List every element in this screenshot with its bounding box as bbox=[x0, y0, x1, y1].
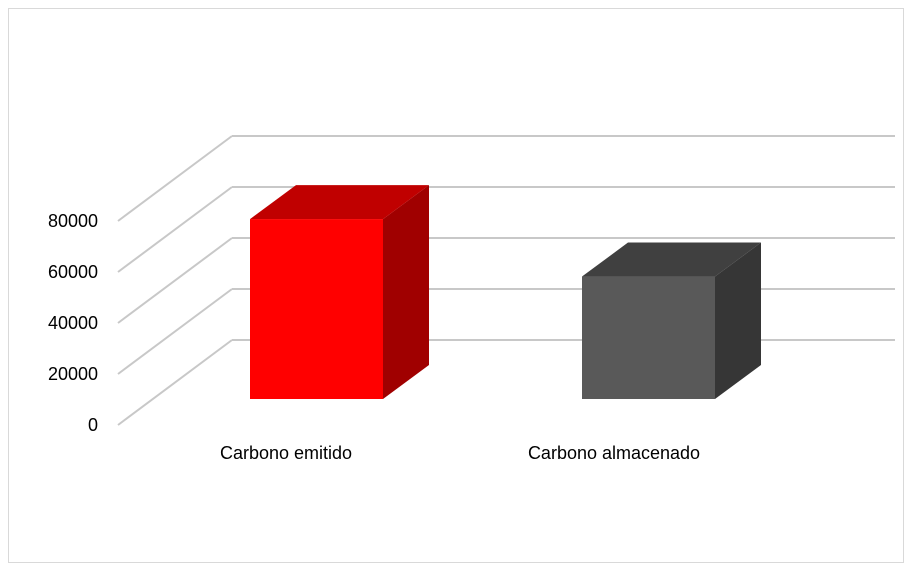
y-tick-label: 0 bbox=[88, 415, 98, 435]
bar-side bbox=[383, 185, 429, 399]
bar-side bbox=[715, 242, 761, 399]
gridline-diagonal bbox=[117, 237, 233, 324]
bar-1 bbox=[250, 185, 429, 399]
gridline-diagonal bbox=[117, 339, 233, 426]
x-category-label: Carbono almacenado bbox=[528, 443, 700, 463]
bar-front bbox=[582, 276, 715, 399]
x-axis-labels: Carbono emitido Carbono almacenado bbox=[220, 443, 700, 463]
chart-frame bbox=[8, 8, 904, 563]
bars bbox=[250, 185, 761, 399]
gridline-diagonal bbox=[117, 186, 233, 273]
gridline-diagonal bbox=[117, 288, 233, 375]
bar-front bbox=[250, 219, 383, 399]
bar-top bbox=[582, 242, 761, 277]
gridlines bbox=[117, 135, 895, 426]
y-tick-label: 80000 bbox=[48, 211, 98, 231]
y-tick-label: 40000 bbox=[48, 313, 98, 333]
gridline-diagonal bbox=[117, 135, 233, 222]
y-tick-label: 20000 bbox=[48, 364, 98, 384]
y-tick-label: 60000 bbox=[48, 262, 98, 282]
bar-top bbox=[250, 185, 429, 220]
y-axis-ticks: 0 20000 40000 60000 80000 bbox=[48, 211, 98, 435]
bar-2 bbox=[582, 242, 761, 399]
x-category-label: Carbono emitido bbox=[220, 443, 352, 463]
